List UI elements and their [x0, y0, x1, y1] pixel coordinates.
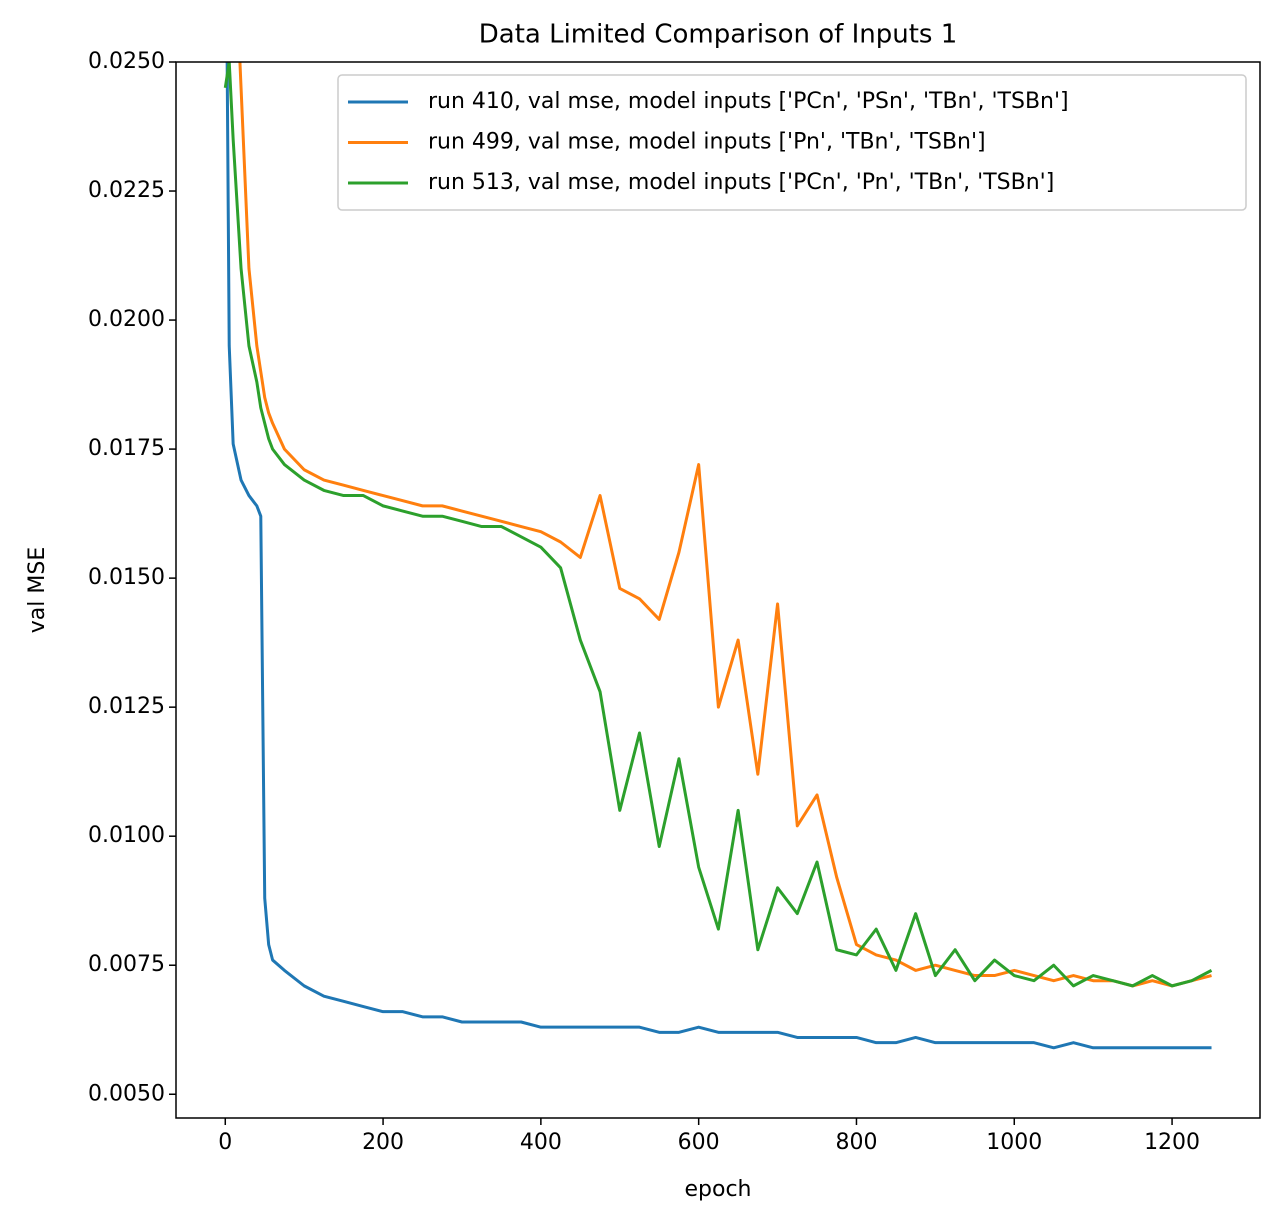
- legend-label: run 513, val mse, model inputs ['PCn', '…: [428, 170, 1054, 195]
- x-axis-label: epoch: [685, 1177, 752, 1202]
- y-tick-label: 0.0175: [88, 436, 165, 461]
- x-tick-label: 1200: [1144, 1130, 1200, 1155]
- x-tick-label: 800: [835, 1130, 877, 1155]
- y-tick-label: 0.0100: [88, 823, 165, 848]
- y-tick-label: 0.0225: [88, 178, 165, 203]
- x-tick-label: 1000: [986, 1130, 1042, 1155]
- y-tick-label: 0.0200: [88, 307, 165, 332]
- data-line: [225, 62, 1212, 1050]
- legend-label: run 499, val mse, model inputs ['Pn', 'T…: [428, 130, 986, 155]
- chart-title: Data Limited Comparison of Inputs 1: [479, 20, 958, 50]
- y-tick-label: 0.0250: [88, 49, 165, 74]
- x-tick-label: 400: [520, 1130, 562, 1155]
- legend-box: [337, 74, 1247, 211]
- plot-area: [223, 62, 1213, 1050]
- x-tick-label: 0: [218, 1130, 232, 1155]
- data-line: [238, 62, 1212, 988]
- y-tick-label: 0.0075: [88, 952, 165, 977]
- data-line: [223, 62, 1213, 988]
- y-tick-label: 0.0050: [88, 1081, 165, 1106]
- legend-label: run 410, val mse, model inputs ['PCn', '…: [428, 89, 1069, 114]
- x-tick-label: 600: [678, 1130, 720, 1155]
- axes-frame: [175, 61, 1261, 1119]
- y-tick-label: 0.0150: [88, 565, 165, 590]
- x-tick-label: 200: [362, 1130, 404, 1155]
- y-tick-label: 0.0125: [88, 694, 165, 719]
- y-axis-label: val MSE: [25, 547, 50, 633]
